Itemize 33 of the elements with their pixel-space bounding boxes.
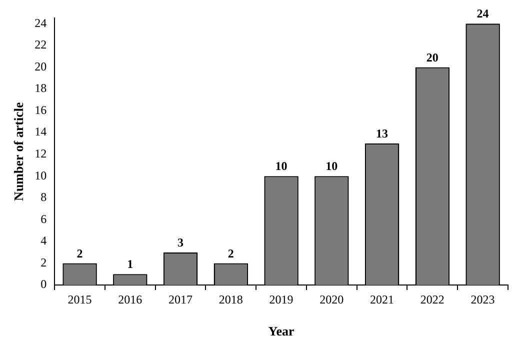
y-tick-label: 24 (34, 16, 47, 30)
x-tick-label: 2015 (68, 292, 92, 306)
data-label: 3 (178, 235, 184, 250)
x-tick-label: 2021 (370, 292, 394, 306)
y-tick-label: 6 (40, 212, 47, 226)
data-label: 10 (275, 159, 288, 174)
y-tick-label: 10 (34, 168, 47, 182)
y-tick-label: 4 (40, 234, 47, 248)
x-tick-label: 2017 (168, 292, 193, 306)
x-tick-label: 2018 (218, 292, 243, 306)
x-tick-label: 2022 (420, 292, 444, 306)
x-tick-label: 2020 (320, 292, 344, 306)
y-tick-label: 16 (34, 102, 47, 117)
x-tick-label: 2019 (269, 292, 294, 306)
y-tick-label: 20 (34, 59, 47, 74)
x-axis-title: Year (268, 324, 295, 339)
y-axis-title: Number of article (11, 102, 26, 201)
y-tick-label: 14 (34, 124, 47, 139)
data-label: 2 (76, 246, 83, 260)
x-tick-label: 2016 (118, 292, 142, 306)
y-tick-label: 12 (34, 146, 47, 160)
x-tick-label: 2023 (470, 292, 495, 306)
y-tick-label: 8 (40, 190, 47, 204)
y-tick-label: 22 (34, 38, 47, 52)
y-tick-label: 0 (40, 277, 47, 292)
data-label: 13 (376, 126, 388, 141)
data-label: 20 (426, 50, 438, 64)
y-tick-label: 2 (40, 255, 47, 270)
data-label: 1 (127, 257, 134, 272)
data-label: 2 (228, 246, 234, 260)
data-label: 24 (476, 6, 489, 21)
y-tick-label: 18 (34, 81, 47, 96)
data-label: 10 (326, 159, 338, 174)
